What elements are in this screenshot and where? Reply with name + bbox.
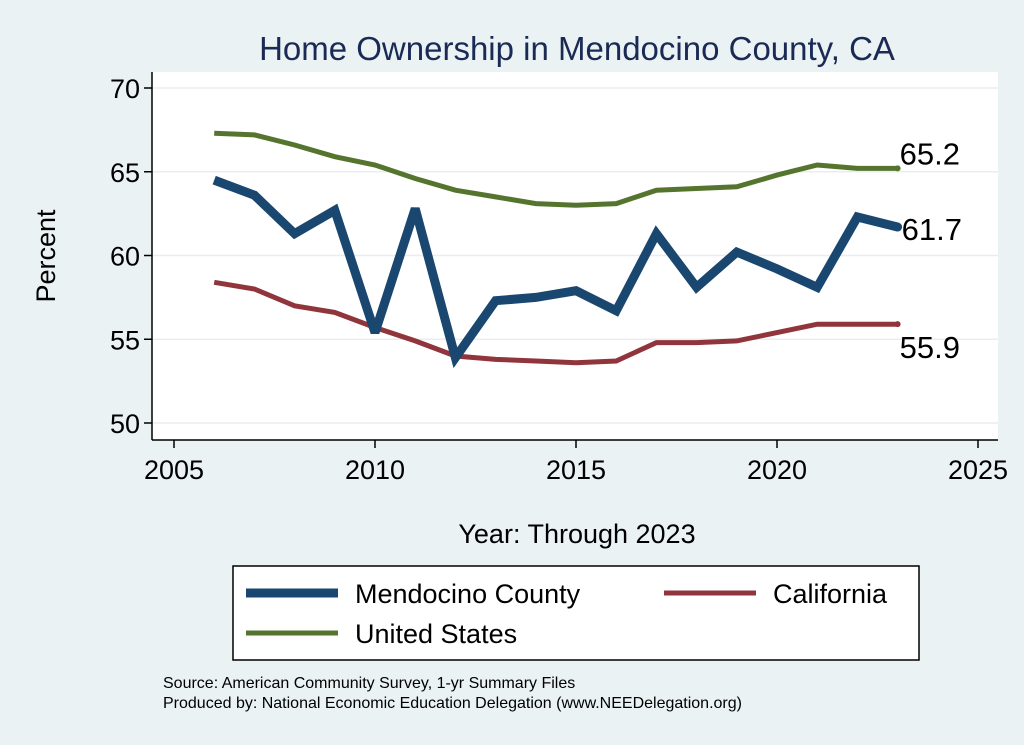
legend-box (232, 565, 920, 661)
y-tick-label-60: 60 (110, 242, 140, 272)
x-axis-label: Year: Through 2023 (458, 519, 695, 549)
series-endpoint-mendocino (893, 222, 903, 232)
series-layer (212, 130, 903, 369)
source-note: Source: American Community Survey, 1-yr … (163, 675, 575, 692)
y-tick-label-50: 50 (110, 409, 140, 439)
series-endpoint-united-states (894, 165, 901, 172)
series-line-united-states (214, 130, 898, 208)
end-labels: 61.7 55.9 65.2 (900, 136, 962, 365)
y-tick-label-65: 65 (110, 158, 140, 188)
y-ticks: 50 55 60 65 70 (110, 74, 152, 439)
end-label-united-states: 65.2 (900, 136, 960, 171)
series-line-mendocino (212, 175, 899, 369)
produced-note: Produced by: National Economic Education… (163, 695, 742, 712)
end-label-california: 55.9 (900, 330, 960, 365)
x-tick-label-2015: 2015 (546, 455, 606, 485)
legend-label-united-states: United States (355, 619, 517, 649)
y-tick-label-55: 55 (110, 325, 140, 355)
legend: Mendocino County California United State… (232, 565, 920, 661)
x-tick-label-2020: 2020 (747, 455, 807, 485)
x-ticks: 2005 2010 2015 2020 2025 (144, 440, 1008, 485)
grid (152, 87, 998, 424)
series-line-california (213, 279, 898, 366)
legend-label-california: California (773, 579, 888, 609)
end-label-mendocino: 61.7 (902, 212, 962, 247)
y-axis-label: Percent (31, 209, 61, 303)
y-tick-label-70: 70 (110, 74, 140, 104)
x-tick-label-2025: 2025 (948, 455, 1008, 485)
legend-label-mendocino: Mendocino County (355, 579, 581, 609)
series-endpoint-california (894, 321, 901, 328)
x-tick-label-2005: 2005 (144, 455, 204, 485)
chart-title: Home Ownership in Mendocino County, CA (259, 30, 895, 67)
x-tick-label-2010: 2010 (345, 455, 405, 485)
